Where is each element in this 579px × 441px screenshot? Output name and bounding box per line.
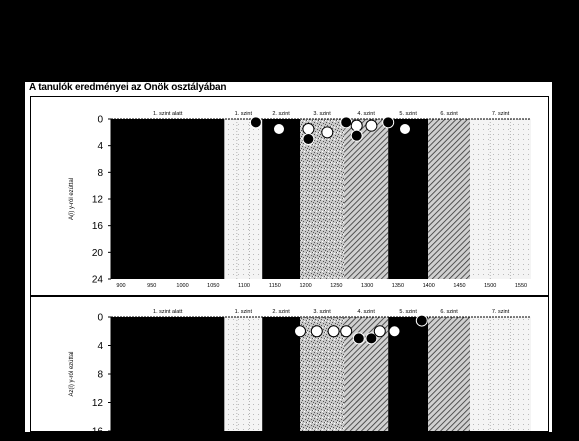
band-2 xyxy=(262,119,300,279)
y-tick-label: 20 xyxy=(92,248,104,259)
x-tick-label: 1400 xyxy=(423,283,435,289)
x-tick-label: 1150 xyxy=(269,283,281,289)
band-label: 1. szint alatt xyxy=(153,111,183,117)
student-marker xyxy=(388,325,401,338)
band-6 xyxy=(428,119,471,279)
student-marker xyxy=(365,332,378,345)
student-marker xyxy=(365,119,378,132)
student-marker xyxy=(340,325,353,338)
band-label: 1. szint xyxy=(235,309,253,315)
band-2 xyxy=(262,317,300,431)
student-marker xyxy=(321,126,334,139)
x-tick-label: 1350 xyxy=(392,283,404,289)
x-tick-label: 1000 xyxy=(176,283,188,289)
student-marker xyxy=(350,129,363,142)
chart-panel-upper: 1. szint alatt 1. szint 2. szint 3. szint 4.… xyxy=(30,96,549,296)
y-tick-label: 12 xyxy=(92,398,104,409)
page-title: A tanulók eredményei az Önök osztályában xyxy=(29,82,227,93)
band-0 xyxy=(111,317,225,431)
student-marker xyxy=(273,123,285,135)
chart-panel-lower: 1. szint alatt 1. szint 2. szint 3. szint 4.… xyxy=(30,296,549,438)
band-label: 1. szint alatt xyxy=(153,309,183,315)
chart-upper: 1. szint alatt 1. szint 2. szint 3. szint 4.… xyxy=(69,111,531,289)
y-tick-label: 16 xyxy=(92,427,104,432)
band-6 xyxy=(428,317,471,431)
y-tick-label: 4 xyxy=(97,341,103,352)
student-marker xyxy=(302,123,315,135)
student-marker xyxy=(249,116,262,129)
band-label: 4. szint xyxy=(357,111,375,117)
student-marker xyxy=(352,332,365,345)
band-label: 6. szint xyxy=(440,111,458,117)
results-frame: A tanulók eredményei az Önök osztályában… xyxy=(25,82,552,438)
x-tick-label: 1250 xyxy=(330,283,342,289)
band-label: 7. szint xyxy=(492,111,510,117)
student-marker xyxy=(327,325,340,338)
band-4 xyxy=(344,119,389,279)
student-marker xyxy=(382,116,395,129)
band-0 xyxy=(111,119,225,279)
band-label: 7. szint xyxy=(492,309,510,315)
student-marker xyxy=(415,314,428,327)
chart-lower: 1. szint alatt 1. szint 2. szint 3. szint 4.… xyxy=(69,309,531,438)
x-tick-label: 1300 xyxy=(361,283,373,289)
y-tick-label: 0 xyxy=(97,115,103,126)
band-3 xyxy=(300,119,345,279)
band-label: 3. szint xyxy=(313,309,331,315)
y-axis-label: Az(i) y-ról ezúttal xyxy=(69,351,75,396)
x-tick-label: 1550 xyxy=(515,283,527,289)
band-1 xyxy=(224,119,263,279)
y-tick-label: 12 xyxy=(92,195,104,206)
band-label: 5. szint xyxy=(399,309,417,315)
student-marker xyxy=(373,325,386,338)
x-tick-label: 1100 xyxy=(238,283,250,289)
y-tick-label: 0 xyxy=(97,313,103,324)
student-marker xyxy=(340,116,353,129)
band-label: 6. szint xyxy=(440,309,458,315)
x-tick-label: 1450 xyxy=(453,283,465,289)
student-marker xyxy=(294,325,306,338)
band-label: 5. szint xyxy=(399,111,417,117)
y-tick-label: 16 xyxy=(92,221,104,232)
band-7 xyxy=(470,317,531,431)
band-label: 2. szint xyxy=(272,309,290,315)
band-label: 1. szint xyxy=(235,111,253,117)
band-label: 4. szint xyxy=(357,309,375,315)
x-tick-label: 1050 xyxy=(207,283,219,289)
y-tick-label: 8 xyxy=(97,168,103,179)
y-tick-label: 24 xyxy=(92,275,104,286)
x-tick-label: 950 xyxy=(147,283,156,289)
x-tick-label: 1200 xyxy=(299,283,311,289)
band-5 xyxy=(388,119,429,279)
student-marker xyxy=(350,119,363,132)
band-label: 3. szint xyxy=(313,111,331,117)
y-axis-label: A(i) y-ról ezúttal xyxy=(69,178,75,220)
x-tick-label: 1500 xyxy=(484,283,496,289)
band-1 xyxy=(224,317,263,431)
band-7 xyxy=(470,119,531,279)
band-label: 2. szint xyxy=(272,111,290,117)
x-tick-label: 900 xyxy=(116,283,125,289)
student-marker xyxy=(399,123,411,135)
student-marker xyxy=(310,325,323,338)
y-tick-label: 8 xyxy=(97,370,103,381)
student-marker xyxy=(302,133,315,145)
y-tick-label: 4 xyxy=(97,141,103,152)
